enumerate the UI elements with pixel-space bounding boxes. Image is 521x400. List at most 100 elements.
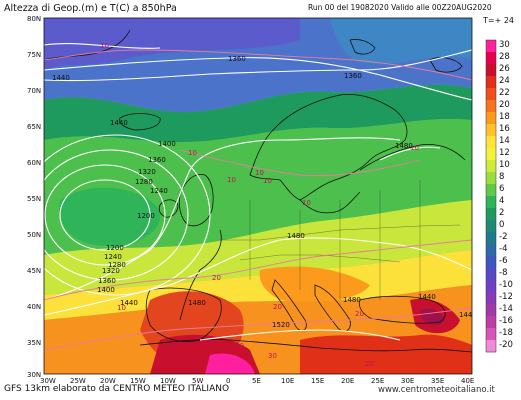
color-scale-outline bbox=[485, 39, 497, 353]
color-scale-label: -2 bbox=[499, 232, 508, 242]
geo-label: 1520 bbox=[272, 321, 290, 329]
lon-label: 15W bbox=[130, 377, 146, 385]
color-scale-swatch bbox=[486, 64, 496, 77]
isotherm-label: 10 bbox=[117, 304, 126, 312]
lat-label: 75N bbox=[27, 51, 41, 59]
isotherm-label: 10 bbox=[302, 199, 311, 207]
color-scale-swatch bbox=[486, 112, 496, 125]
color-scale-swatch bbox=[486, 76, 496, 89]
lat-label: 35N bbox=[27, 339, 41, 347]
isotherm-label: 20 bbox=[212, 274, 221, 282]
lat-label: 50N bbox=[27, 231, 41, 239]
color-scale-label: 28 bbox=[499, 52, 510, 62]
color-scale-label: -14 bbox=[499, 304, 513, 314]
color-scale-label: -6 bbox=[499, 256, 508, 266]
lat-label: 30N bbox=[27, 371, 41, 379]
color-scale-label: 0 bbox=[499, 220, 505, 230]
lat-label: 65N bbox=[27, 123, 41, 131]
geo-label: 1280 bbox=[135, 178, 153, 186]
lat-label: 70N bbox=[27, 87, 41, 95]
color-scale-label: -12 bbox=[499, 292, 513, 302]
color-scale-label: -4 bbox=[499, 244, 508, 254]
color-scale-swatch bbox=[486, 280, 496, 293]
color-scale-swatch bbox=[486, 136, 496, 149]
lon-label: 25E bbox=[371, 377, 384, 385]
geo-label: 1480 bbox=[343, 296, 361, 304]
geo-label: 1320 bbox=[102, 267, 120, 275]
lon-label: 10W bbox=[160, 377, 176, 385]
map-frame bbox=[43, 17, 473, 375]
color-scale-swatch bbox=[486, 256, 496, 269]
color-scale-label: -10 bbox=[499, 280, 513, 290]
color-scale-label: 20 bbox=[499, 100, 510, 110]
geo-label: 1360 bbox=[228, 55, 246, 63]
color-scale-swatch bbox=[486, 100, 496, 113]
color-scale-swatch bbox=[486, 268, 496, 281]
color-scale-swatch bbox=[486, 340, 496, 353]
lon-label: 0 bbox=[226, 377, 230, 385]
temperature-field bbox=[44, 18, 472, 374]
geopotential-labels: 1440 1360 1360 1440 1400 1360 1320 1280 … bbox=[52, 55, 473, 329]
color-scale-label: 18 bbox=[499, 112, 510, 122]
isotherm-label: 20 bbox=[273, 303, 282, 311]
lon-label: 20W bbox=[100, 377, 116, 385]
color-scale-swatch bbox=[486, 292, 496, 305]
lon-label: 30E bbox=[401, 377, 414, 385]
isotherm-labels: 10 10 10 10 10 10 10 20 20 20 20 30 30 1… bbox=[100, 42, 419, 368]
axis-labels: 80N 75N 70N 65N 60N 55N 50N 45N 40N 35N … bbox=[27, 15, 474, 385]
geo-label: 1440 bbox=[52, 74, 70, 82]
color-scale bbox=[485, 39, 497, 353]
chart-title: Altezza di Geop.(m) e T(C) a 850hPa bbox=[4, 3, 177, 14]
geo-label: 1440 bbox=[110, 119, 128, 127]
model-credit: GFS 13km elaborato da CENTRO METEO ITALI… bbox=[4, 384, 230, 394]
lon-label: 20E bbox=[341, 377, 354, 385]
color-scale-swatch bbox=[486, 172, 496, 185]
isotherm-label: 10 bbox=[100, 42, 109, 50]
color-scale-swatch bbox=[486, 160, 496, 173]
isotherm-label: 30 bbox=[235, 342, 244, 350]
color-scale-label: 22 bbox=[499, 88, 510, 98]
geo-label: 1280 bbox=[108, 261, 126, 269]
color-scale-swatch bbox=[486, 304, 496, 317]
lon-label: 30W bbox=[40, 377, 56, 385]
color-scale-label: -16 bbox=[499, 316, 513, 326]
color-scale-label: 30 bbox=[499, 40, 510, 50]
borders bbox=[220, 180, 461, 300]
color-scale-label: 6 bbox=[499, 184, 505, 194]
color-scale-label: 12 bbox=[499, 148, 510, 158]
geo-label: 1360 bbox=[148, 156, 166, 164]
geo-label: 1480 bbox=[287, 232, 305, 240]
lat-label: 60N bbox=[27, 159, 41, 167]
isotherm-label: 10 bbox=[410, 144, 419, 152]
color-scale-swatch bbox=[486, 124, 496, 137]
color-scale-swatch bbox=[486, 232, 496, 245]
geo-label: 1400 bbox=[97, 286, 115, 294]
website-label: www.centrometeoitaliano.it bbox=[378, 385, 495, 395]
lon-label: 40E bbox=[461, 377, 474, 385]
run-info: Run 00 del 19082020 Valido alle 00Z20AUG… bbox=[308, 3, 492, 12]
isotherm-label: 20 bbox=[365, 360, 374, 368]
color-scale-swatch bbox=[486, 244, 496, 257]
color-scale-label: 26 bbox=[499, 64, 510, 74]
lon-label: 35E bbox=[431, 377, 444, 385]
color-scale-label: -8 bbox=[499, 268, 508, 278]
isotherm-label: 10 bbox=[255, 169, 264, 177]
geo-label: 1440 bbox=[418, 293, 436, 301]
lon-label: 25W bbox=[70, 377, 86, 385]
color-scale-label: 8 bbox=[499, 172, 505, 182]
color-scale-swatch bbox=[486, 52, 496, 65]
geo-label: 1360 bbox=[98, 277, 116, 285]
color-scale-label: 14 bbox=[499, 136, 510, 146]
isotherm-label: 10 bbox=[263, 177, 272, 185]
color-scale-label: 4 bbox=[499, 196, 505, 206]
geo-label: 1200 bbox=[106, 244, 124, 252]
isotherm-label: 10 bbox=[188, 149, 197, 157]
geo-label: 1320 bbox=[138, 168, 156, 176]
geo-label: 1440 bbox=[120, 299, 138, 307]
color-scale-swatch bbox=[486, 196, 496, 209]
forecast-timestep: T=+ 24 bbox=[483, 16, 515, 25]
color-scale-swatch bbox=[486, 40, 496, 53]
color-scale-label: -18 bbox=[499, 328, 513, 338]
color-scale-swatch bbox=[486, 184, 496, 197]
